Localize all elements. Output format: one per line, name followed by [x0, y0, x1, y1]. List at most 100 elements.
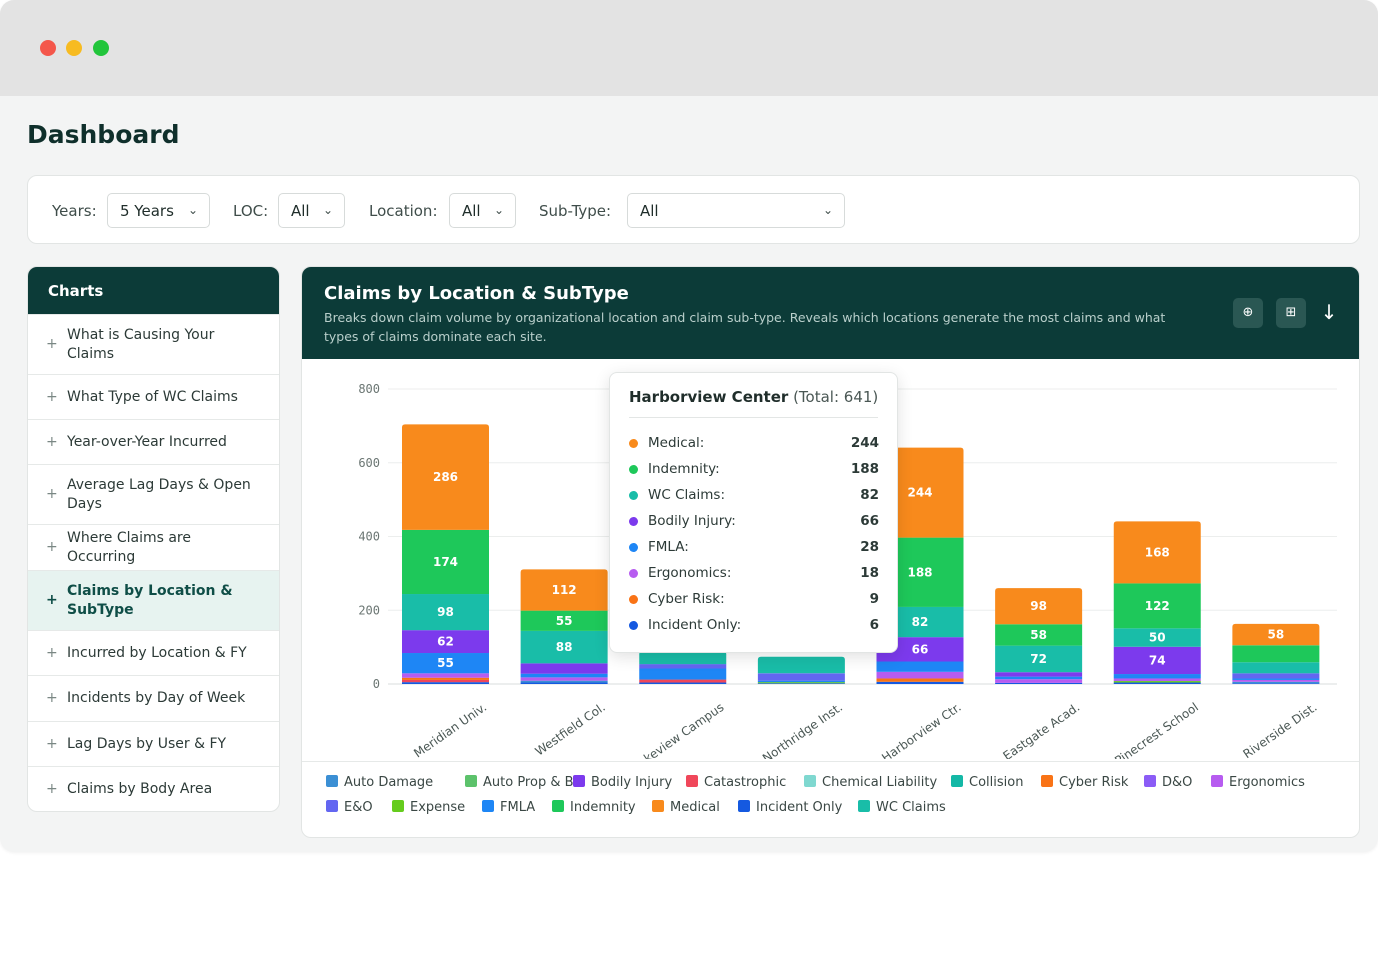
- sidebar-item[interactable]: + What is Causing Your Claims: [28, 314, 279, 374]
- bar-segment: [1113, 628, 1201, 647]
- legend-swatch: [738, 800, 750, 812]
- legend-swatch: [1211, 775, 1223, 787]
- series-dot: [629, 543, 638, 552]
- legend-item[interactable]: Catastrophic: [686, 775, 786, 790]
- bar-segment: [520, 630, 608, 664]
- loc-select-value: All: [291, 202, 310, 220]
- tooltip-label: Medical:: [648, 435, 705, 451]
- data-label: 82: [912, 615, 929, 629]
- sidebar-title: Charts: [28, 267, 279, 314]
- sidebar-item[interactable]: + Where Claims are Occurring: [28, 524, 279, 570]
- bar-segment: [1232, 678, 1320, 680]
- bar-segment: [995, 676, 1083, 680]
- legend-item[interactable]: Cyber Risk: [1041, 775, 1128, 790]
- legend-label: Expense: [410, 800, 466, 815]
- maximize-window-button[interactable]: [93, 40, 109, 56]
- zoom-icon[interactable]: ⊕: [1233, 298, 1263, 328]
- legend-item[interactable]: FMLA: [482, 800, 535, 815]
- legend-swatch: [858, 800, 870, 812]
- filter-bar: Years: 5 Years ⌄ LOC: All ⌄ Location: Al…: [27, 175, 1360, 244]
- location-select[interactable]: All ⌄: [449, 193, 516, 228]
- bar-segment: [402, 679, 489, 683]
- data-label: 55: [437, 656, 454, 670]
- legend-item[interactable]: Auto Prop & BI: [465, 775, 577, 790]
- legend-item[interactable]: Collision: [951, 775, 1023, 790]
- sidebar-item[interactable]: + Incurred by Location & FY: [28, 630, 279, 675]
- bar-segment: [1232, 683, 1320, 684]
- y-tick-label: 0: [373, 677, 380, 691]
- bar-segment: [402, 682, 489, 684]
- sidebar-item[interactable]: + Lag Days by User & FY: [28, 721, 279, 766]
- tooltip-row: Bodily Injury: 66: [629, 513, 879, 531]
- loc-select[interactable]: All ⌄: [278, 193, 345, 228]
- legend-label: Ergonomics: [1229, 775, 1305, 790]
- tooltip-row: WC Claims: 82: [629, 487, 879, 505]
- bar-segment: [757, 656, 845, 674]
- legend-item[interactable]: Bodily Injury: [573, 775, 672, 790]
- download-icon[interactable]: ↓: [1320, 300, 1338, 324]
- bar-segment: [520, 677, 608, 681]
- tooltip-value: 188: [850, 461, 879, 477]
- tooltip-label: Indemnity:: [648, 461, 720, 477]
- years-select[interactable]: 5 Years ⌄: [107, 193, 210, 228]
- sidebar-item-label: Claims by Location & SubType: [67, 582, 233, 618]
- legend-item[interactable]: WC Claims: [858, 800, 946, 815]
- legend-item[interactable]: Indemnity: [552, 800, 636, 815]
- bar-segment: [1113, 682, 1201, 684]
- sidebar-item-label: Average Lag Days & Open Days: [67, 476, 251, 512]
- bar-segment: [995, 588, 1083, 625]
- plus-icon: +: [46, 644, 58, 661]
- sidebar-item-label: Claims by Body Area: [67, 780, 213, 797]
- sidebar-item[interactable]: + Incidents by Day of Week: [28, 675, 279, 721]
- legend-label: Medical: [670, 800, 720, 815]
- bar-segment: [1232, 662, 1320, 674]
- bar-segment: [402, 594, 489, 631]
- legend-item[interactable]: Incident Only: [738, 800, 842, 815]
- legend-swatch: [552, 800, 564, 812]
- sidebar-item[interactable]: + Claims by Body Area: [28, 766, 279, 811]
- bar-segment: [402, 673, 489, 678]
- bar-segment: [520, 569, 608, 611]
- bar-segment: [1232, 681, 1320, 684]
- legend-item[interactable]: Auto Damage: [326, 775, 433, 790]
- minimize-window-button[interactable]: [66, 40, 82, 56]
- data-label: 58: [1268, 628, 1285, 642]
- bar-segment: [876, 678, 964, 682]
- tooltip-row: Medical: 244: [629, 435, 879, 453]
- table-icon[interactable]: ⊞: [1276, 298, 1306, 328]
- location-filter-label: Location:: [369, 202, 438, 220]
- legend-label: Auto Damage: [344, 775, 434, 790]
- legend-item[interactable]: D&O: [1144, 775, 1192, 790]
- legend-item[interactable]: Expense: [392, 800, 465, 815]
- sidebar-item[interactable]: + Average Lag Days & Open Days: [28, 464, 279, 524]
- bar-segment: [520, 682, 608, 684]
- bar-segment: [639, 679, 727, 683]
- sidebar-item[interactable]: + What Type of WC Claims: [28, 374, 279, 419]
- legend-label: Indemnity: [570, 800, 636, 815]
- legend-item[interactable]: Chemical Liability: [804, 775, 937, 790]
- series-dot: [629, 569, 638, 578]
- sidebar-item-label: What is Causing Your Claims: [67, 326, 215, 362]
- bar-segment: [995, 624, 1083, 646]
- subtype-select[interactable]: All ⌄: [627, 193, 845, 228]
- window-titlebar: [0, 0, 1378, 96]
- sidebar-item[interactable]: + Claims by Location & SubType: [28, 570, 279, 630]
- legend-item[interactable]: Medical: [652, 800, 720, 815]
- tooltip-value: 82: [860, 487, 879, 503]
- chevron-down-icon: ⌄: [322, 203, 333, 217]
- legend-label: D&O: [1162, 775, 1193, 790]
- legend-label: E&O: [344, 800, 373, 815]
- legend-item[interactable]: E&O: [326, 800, 373, 815]
- x-tick-label: Northridge Inst.: [760, 700, 845, 759]
- bar-segment: [1232, 679, 1320, 682]
- data-label: 168: [1145, 545, 1170, 559]
- bar-segment: [402, 424, 489, 530]
- legend-item[interactable]: Ergonomics: [1211, 775, 1305, 790]
- legend-swatch: [573, 775, 585, 787]
- legend-swatch: [652, 800, 664, 812]
- tooltip-location: Harborview Center: [629, 388, 789, 406]
- close-window-button[interactable]: [40, 40, 56, 56]
- data-label: 74: [1149, 653, 1166, 667]
- sidebar-item[interactable]: + Year-over-Year Incurred: [28, 419, 279, 464]
- plus-icon: +: [46, 539, 58, 555]
